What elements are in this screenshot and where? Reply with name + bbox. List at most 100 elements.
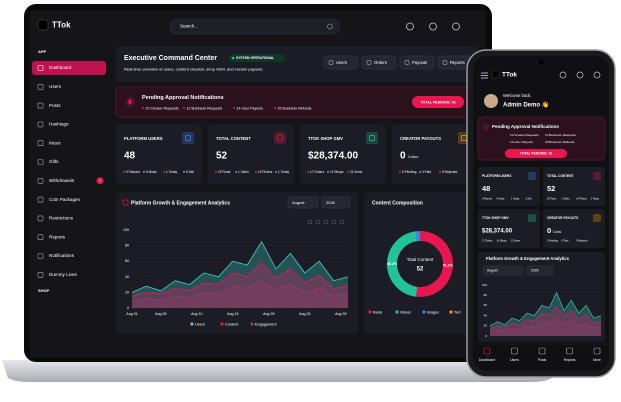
card-stat: 0 Paid bbox=[422, 170, 431, 174]
chart-filter[interactable] bbox=[287, 196, 319, 209]
sidebar-item[interactable]: Withdrawals bbox=[49, 178, 75, 183]
phone-welcome: Welcome back, bbox=[503, 93, 532, 98]
sidebar-item[interactable]: Users bbox=[49, 84, 62, 89]
pending-dot bbox=[142, 107, 144, 109]
search-icon bbox=[327, 23, 333, 30]
sidebar-item[interactable]: Restrictions bbox=[49, 216, 74, 221]
card-icon bbox=[366, 132, 378, 144]
chart-filter[interactable] bbox=[321, 196, 351, 209]
sidebar-icon bbox=[37, 159, 44, 165]
stat-card bbox=[208, 124, 294, 184]
header-button[interactable] bbox=[323, 55, 359, 70]
header-button-text[interactable]: Payouts bbox=[412, 60, 427, 65]
phone-card-stat: 0 Pending bbox=[547, 240, 558, 243]
y-tick-label: 100 bbox=[482, 283, 487, 287]
phone-nav-item[interactable]: Reports bbox=[564, 358, 576, 362]
phone-card-stat: 0 Paused bbox=[482, 198, 493, 201]
donut-center-label: Total Content bbox=[407, 257, 434, 262]
pending-icon bbox=[482, 123, 490, 131]
sidebar-item[interactable]: Coin Packages bbox=[49, 197, 81, 202]
header-button[interactable] bbox=[361, 55, 397, 70]
phone-card-stat: 5 Sell bbox=[526, 198, 532, 201]
series-area bbox=[132, 280, 348, 308]
header-button[interactable] bbox=[399, 55, 435, 70]
phone-card-label: TOTAL CONTENT bbox=[547, 174, 574, 178]
phone-nav-icon bbox=[483, 347, 491, 355]
y-tick-label: 0 bbox=[127, 306, 129, 310]
phone-pending-item: 12 Business Requests bbox=[545, 133, 576, 137]
stat-dot bbox=[215, 171, 217, 173]
x-tick-label: Aug 15 bbox=[227, 312, 238, 316]
phone-nav-item[interactable]: Users bbox=[510, 358, 519, 362]
sidebar-item[interactable]: Dashboard bbox=[49, 65, 72, 70]
sidebar-item[interactable]: Reports bbox=[49, 234, 66, 239]
legend-dot bbox=[220, 322, 224, 326]
card-icon bbox=[274, 132, 286, 144]
phone-chart-filter-text[interactable]: August bbox=[487, 269, 498, 273]
stat-dot bbox=[275, 171, 277, 173]
legend-label: Engagement bbox=[255, 322, 277, 326]
chart-tool bbox=[339, 219, 345, 225]
sidebar-icon bbox=[37, 178, 44, 184]
sidebar-section: SHOP bbox=[38, 288, 50, 293]
phone-pending-total[interactable] bbox=[505, 149, 567, 158]
button-icon bbox=[404, 60, 410, 65]
stat-dot bbox=[235, 171, 237, 173]
phone-topbar-icon bbox=[576, 71, 584, 79]
header-button-text[interactable]: Users bbox=[336, 60, 347, 65]
legend-label: Users bbox=[195, 322, 205, 326]
legend-label: Videos bbox=[400, 310, 411, 314]
pending-title: Pending Approval Notifications bbox=[142, 95, 224, 101]
sidebar-icon bbox=[37, 84, 44, 90]
pending-total[interactable] bbox=[412, 96, 464, 108]
stat-dot bbox=[399, 171, 401, 173]
pending-bell bbox=[128, 99, 132, 104]
phone-nav-item[interactable]: More bbox=[593, 358, 601, 362]
chart-filter-text[interactable]: August bbox=[292, 200, 305, 205]
phone-stat-card bbox=[543, 209, 605, 248]
legend-dot bbox=[190, 322, 194, 326]
header-button-text[interactable]: Orders bbox=[374, 60, 387, 65]
stat-dot bbox=[123, 171, 125, 173]
y-tick-label: 0 bbox=[485, 334, 487, 338]
series-line bbox=[131, 280, 349, 303]
status-text: SYSTEM OPERATIONAL bbox=[236, 56, 274, 60]
phone-nav-item[interactable]: Dashboard bbox=[479, 358, 496, 362]
phone-nav-item[interactable]: Posts bbox=[538, 358, 547, 362]
stat-card bbox=[300, 124, 386, 184]
phone-chart-filter-text[interactable]: 2026 bbox=[531, 269, 539, 273]
y-tick-label: 20 bbox=[484, 324, 488, 328]
sidebar-item[interactable]: Notifications bbox=[49, 253, 75, 258]
card-value: 48 bbox=[124, 151, 136, 162]
x-tick-label: Aug 30 bbox=[335, 312, 346, 316]
chart-panel bbox=[116, 192, 358, 334]
phone-chart-filter[interactable] bbox=[482, 265, 524, 276]
pending-total-text[interactable]: TOTAL PENDING: 56 bbox=[420, 100, 455, 104]
stat-dot bbox=[347, 171, 349, 173]
header-button-text[interactable]: Reports bbox=[450, 60, 465, 65]
phone-card-value: $28,374.00 bbox=[482, 229, 513, 235]
search-box[interactable] bbox=[169, 18, 341, 35]
sidebar-item[interactable]: Gifts bbox=[49, 159, 59, 164]
phone-chart-filter[interactable] bbox=[526, 265, 554, 276]
sidebar-icon bbox=[37, 196, 44, 203]
sidebar-section: APP bbox=[38, 49, 47, 54]
sidebar-item[interactable]: Hashtags bbox=[49, 122, 69, 127]
phone-card-stat: 21 Items bbox=[511, 240, 521, 243]
sidebar-item[interactable]: Posts bbox=[49, 103, 61, 108]
button-icon bbox=[328, 60, 334, 65]
phone-pending-total-text[interactable]: TOTAL PENDING: 56 bbox=[520, 152, 552, 156]
card-label: PLATFORM USERS bbox=[124, 136, 163, 141]
phone-pending-item: 25 Business Refunds bbox=[545, 140, 575, 144]
button-icon bbox=[442, 60, 448, 65]
chart-filter-text[interactable]: 2026 bbox=[326, 200, 336, 205]
phone-pending-item: 14 User Payouts bbox=[510, 140, 533, 144]
pending-dot bbox=[183, 107, 185, 109]
phone-card-label: TTOK SHOP GMV bbox=[482, 216, 509, 220]
card-stat: 1 Today bbox=[278, 170, 290, 174]
sidebar-item[interactable]: Music bbox=[49, 140, 62, 145]
sidebar-item[interactable]: Dummy Lives bbox=[49, 272, 78, 277]
stat-dot bbox=[163, 171, 165, 173]
phone-chart-title: Platform Growth & Engagement Analytics bbox=[486, 256, 570, 261]
chart-title-icon bbox=[122, 199, 129, 206]
